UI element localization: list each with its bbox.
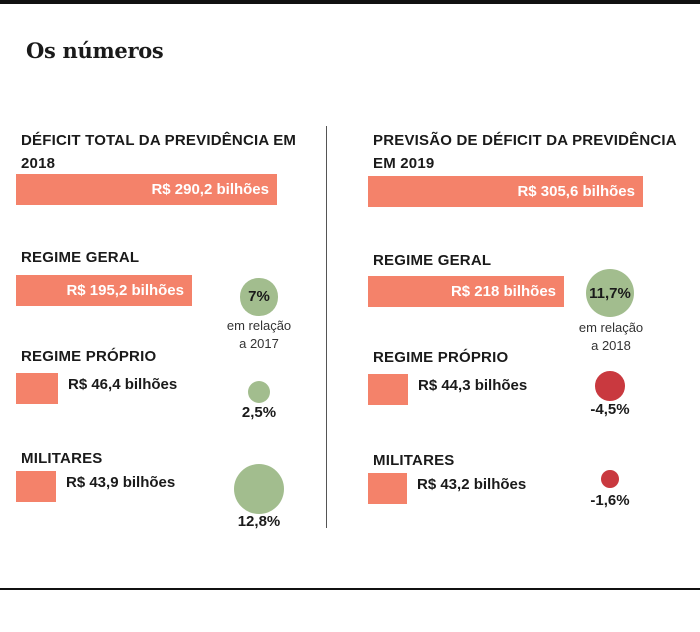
bar-value-label: R$ 44,3 bilhões bbox=[418, 377, 528, 394]
heading-militares-2019-text: MILITARES bbox=[373, 452, 455, 469]
bar-value-label: R$ 290,2 bilhões bbox=[151, 181, 269, 198]
bar-2018-0 bbox=[16, 174, 277, 205]
heading-total-2019-text: PREVISÃO DE DÉFICIT DA PREVIDÊNCIA EM 20… bbox=[373, 132, 677, 172]
change-note-2019-line1: em relação bbox=[578, 320, 644, 335]
change-label: 7% bbox=[248, 288, 270, 305]
bar-2019-1 bbox=[368, 276, 564, 307]
change-note-2018-line1: em relação bbox=[226, 318, 292, 333]
increase-circle bbox=[586, 269, 634, 317]
heading-total-2018-text: DÉFICIT TOTAL DA PREVIDÊNCIA EM 2018 bbox=[21, 132, 297, 172]
decrease-circle bbox=[601, 470, 619, 488]
heading-regime-proprio-2018-text: REGIME PRÓPRIO bbox=[21, 348, 157, 365]
heading-militares-2018-text: MILITARES bbox=[21, 450, 103, 467]
change-note-2019-line2: a 2018 bbox=[591, 338, 631, 353]
heading-regime-geral-2019-text: REGIME GERAL bbox=[373, 252, 492, 269]
bar-2019-2 bbox=[368, 374, 408, 405]
heading-regime-proprio-2018: REGIME PRÓPRIO bbox=[21, 345, 156, 368]
bar-2018-2 bbox=[16, 373, 58, 404]
page-title: Os números bbox=[26, 38, 164, 63]
increase-circle bbox=[247, 380, 271, 404]
bar-value-label: R$ 43,2 bilhões bbox=[417, 476, 527, 493]
change-label: -1,6% bbox=[590, 492, 630, 509]
heading-total-2018: DÉFICIT TOTAL DA PREVIDÊNCIA EM 2018 bbox=[21, 129, 311, 175]
heading-total-2019: PREVISÃO DE DÉFICIT DA PREVIDÊNCIA EM 20… bbox=[373, 129, 683, 175]
bar-value-label: R$ 218 bilhões bbox=[450, 283, 556, 300]
panel-divider bbox=[326, 126, 327, 528]
increase-circle bbox=[233, 463, 285, 515]
bar-value-label: R$ 43,9 bilhões bbox=[66, 474, 176, 491]
heading-regime-geral-2018: REGIME GERAL bbox=[21, 246, 139, 269]
heading-militares-2019: MILITARES bbox=[373, 449, 455, 472]
bar-2018-3 bbox=[16, 471, 56, 502]
bar-2019-0 bbox=[368, 176, 643, 207]
change-label: 11,7% bbox=[589, 285, 631, 302]
heading-regime-proprio-2019: REGIME PRÓPRIO bbox=[373, 346, 508, 369]
change-label: -4,5% bbox=[590, 401, 630, 418]
heading-militares-2018: MILITARES bbox=[21, 447, 103, 470]
bar-value-label: R$ 305,6 bilhões bbox=[517, 183, 635, 200]
bottom-rule bbox=[0, 588, 700, 590]
heading-regime-geral-2019: REGIME GERAL bbox=[373, 249, 491, 272]
top-rule bbox=[0, 0, 700, 4]
heading-regime-proprio-2019-text: REGIME PRÓPRIO bbox=[373, 349, 509, 366]
bar-value-label: R$ 46,4 bilhões bbox=[68, 376, 178, 393]
change-note-2019: em relação a 2018 bbox=[561, 319, 661, 355]
heading-regime-geral-2018-text: REGIME GERAL bbox=[21, 249, 140, 266]
bar-2018-1 bbox=[16, 275, 192, 306]
panel-2018: DÉFICIT TOTAL DA PREVIDÊNCIA EM 2018 REG… bbox=[0, 0, 330, 632]
change-note-2018-line2: a 2017 bbox=[239, 336, 279, 351]
increase-circle bbox=[240, 278, 278, 316]
bar-2019-3 bbox=[368, 473, 407, 504]
change-note-2018: em relação a 2017 bbox=[209, 317, 309, 353]
panel-2019: PREVISÃO DE DÉFICIT DA PREVIDÊNCIA EM 20… bbox=[352, 0, 682, 632]
change-label: 12,8% bbox=[237, 513, 281, 530]
decrease-circle bbox=[595, 371, 625, 401]
bar-value-label: R$ 195,2 bilhões bbox=[66, 282, 184, 299]
change-label: 2,5% bbox=[241, 404, 277, 421]
